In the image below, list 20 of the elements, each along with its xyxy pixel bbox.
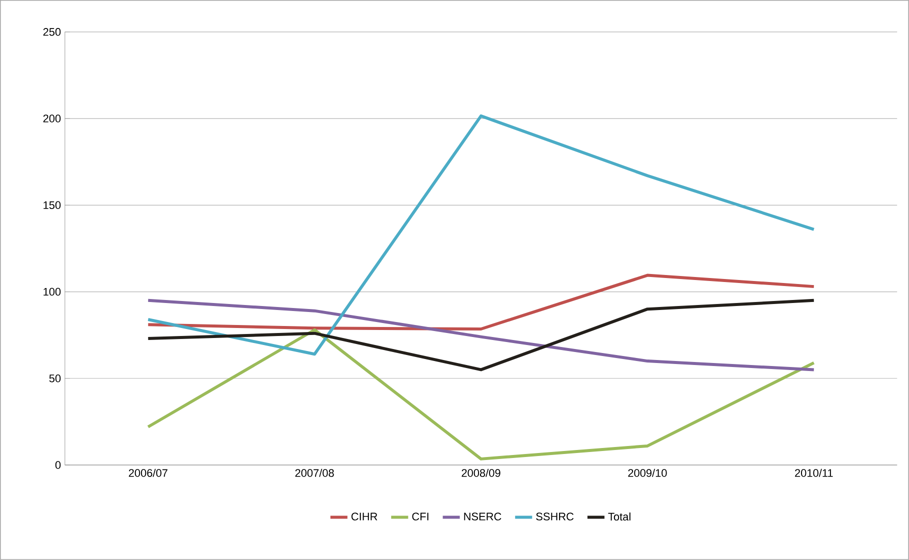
y-tick-label: 100 — [44, 288, 61, 296]
x-tick-label: 2007/08 — [295, 468, 334, 477]
legend-label: CFI — [412, 512, 428, 520]
x-tick-label: 2009/10 — [628, 468, 667, 477]
x-tick-label: 2008/09 — [462, 468, 500, 477]
legend-label: SSHRC — [536, 512, 574, 520]
x-tick-label: 2006/07 — [128, 468, 168, 477]
y-tick-label: 200 — [43, 114, 61, 122]
line-series — [146, 114, 816, 356]
x-tick-label: 2010/11 — [795, 468, 833, 477]
line-series — [146, 274, 816, 331]
line-series — [146, 328, 816, 460]
y-tick-label: 50 — [49, 374, 61, 382]
legend-label: NSERC — [464, 512, 502, 520]
y-tick-label: 0 — [55, 461, 61, 469]
y-tick-label: 150 — [44, 201, 61, 210]
line-series — [146, 298, 816, 372]
y-tick-label: 250 — [43, 28, 61, 36]
legend-label: Total — [608, 512, 630, 521]
legend-label: CIHR — [351, 512, 378, 520]
